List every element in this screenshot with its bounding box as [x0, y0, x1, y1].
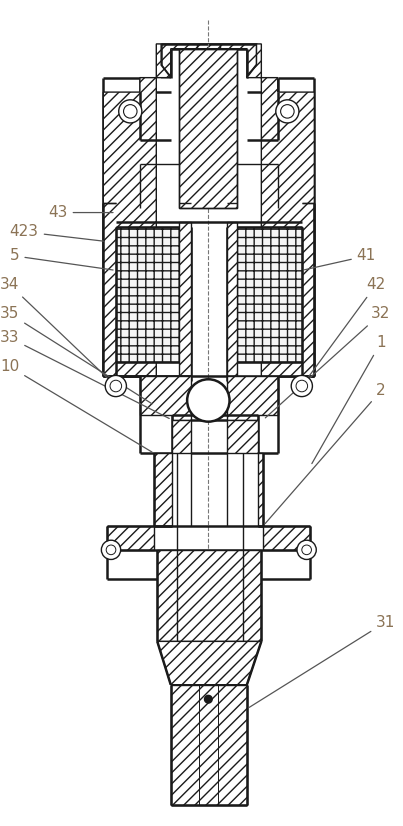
Polygon shape	[247, 44, 314, 377]
Circle shape	[110, 380, 122, 392]
Circle shape	[105, 376, 127, 396]
Circle shape	[187, 379, 230, 421]
Text: 43: 43	[48, 205, 113, 220]
Text: 2: 2	[265, 383, 386, 524]
Text: 34: 34	[0, 278, 114, 384]
Circle shape	[276, 100, 299, 123]
Polygon shape	[263, 525, 310, 550]
Text: 10: 10	[0, 359, 152, 452]
Circle shape	[297, 540, 316, 559]
Circle shape	[124, 105, 137, 118]
Polygon shape	[154, 453, 172, 525]
Text: 42: 42	[303, 278, 386, 384]
Polygon shape	[140, 377, 191, 420]
Polygon shape	[258, 453, 263, 525]
Polygon shape	[103, 44, 171, 377]
Polygon shape	[179, 49, 237, 208]
Polygon shape	[226, 377, 278, 420]
Circle shape	[291, 376, 312, 396]
Text: 32: 32	[265, 306, 391, 418]
Text: 33: 33	[0, 330, 169, 419]
Circle shape	[296, 380, 307, 392]
Polygon shape	[107, 525, 154, 550]
Polygon shape	[172, 420, 191, 453]
Circle shape	[280, 105, 294, 118]
Text: 1: 1	[312, 335, 386, 463]
Text: 5: 5	[10, 249, 113, 270]
Polygon shape	[226, 420, 258, 453]
Circle shape	[204, 695, 212, 703]
Polygon shape	[161, 44, 257, 78]
Bar	[116, 227, 191, 362]
Text: 41: 41	[305, 249, 376, 270]
Text: 31: 31	[249, 615, 395, 707]
Text: 423: 423	[10, 225, 104, 241]
Polygon shape	[179, 222, 191, 377]
Circle shape	[119, 100, 142, 123]
Circle shape	[106, 545, 116, 554]
Polygon shape	[157, 641, 261, 685]
Bar	[226, 227, 302, 362]
Circle shape	[102, 540, 120, 559]
Polygon shape	[171, 685, 247, 805]
Text: 35: 35	[0, 306, 152, 404]
Polygon shape	[157, 550, 261, 641]
Circle shape	[302, 545, 312, 554]
Polygon shape	[226, 222, 237, 377]
